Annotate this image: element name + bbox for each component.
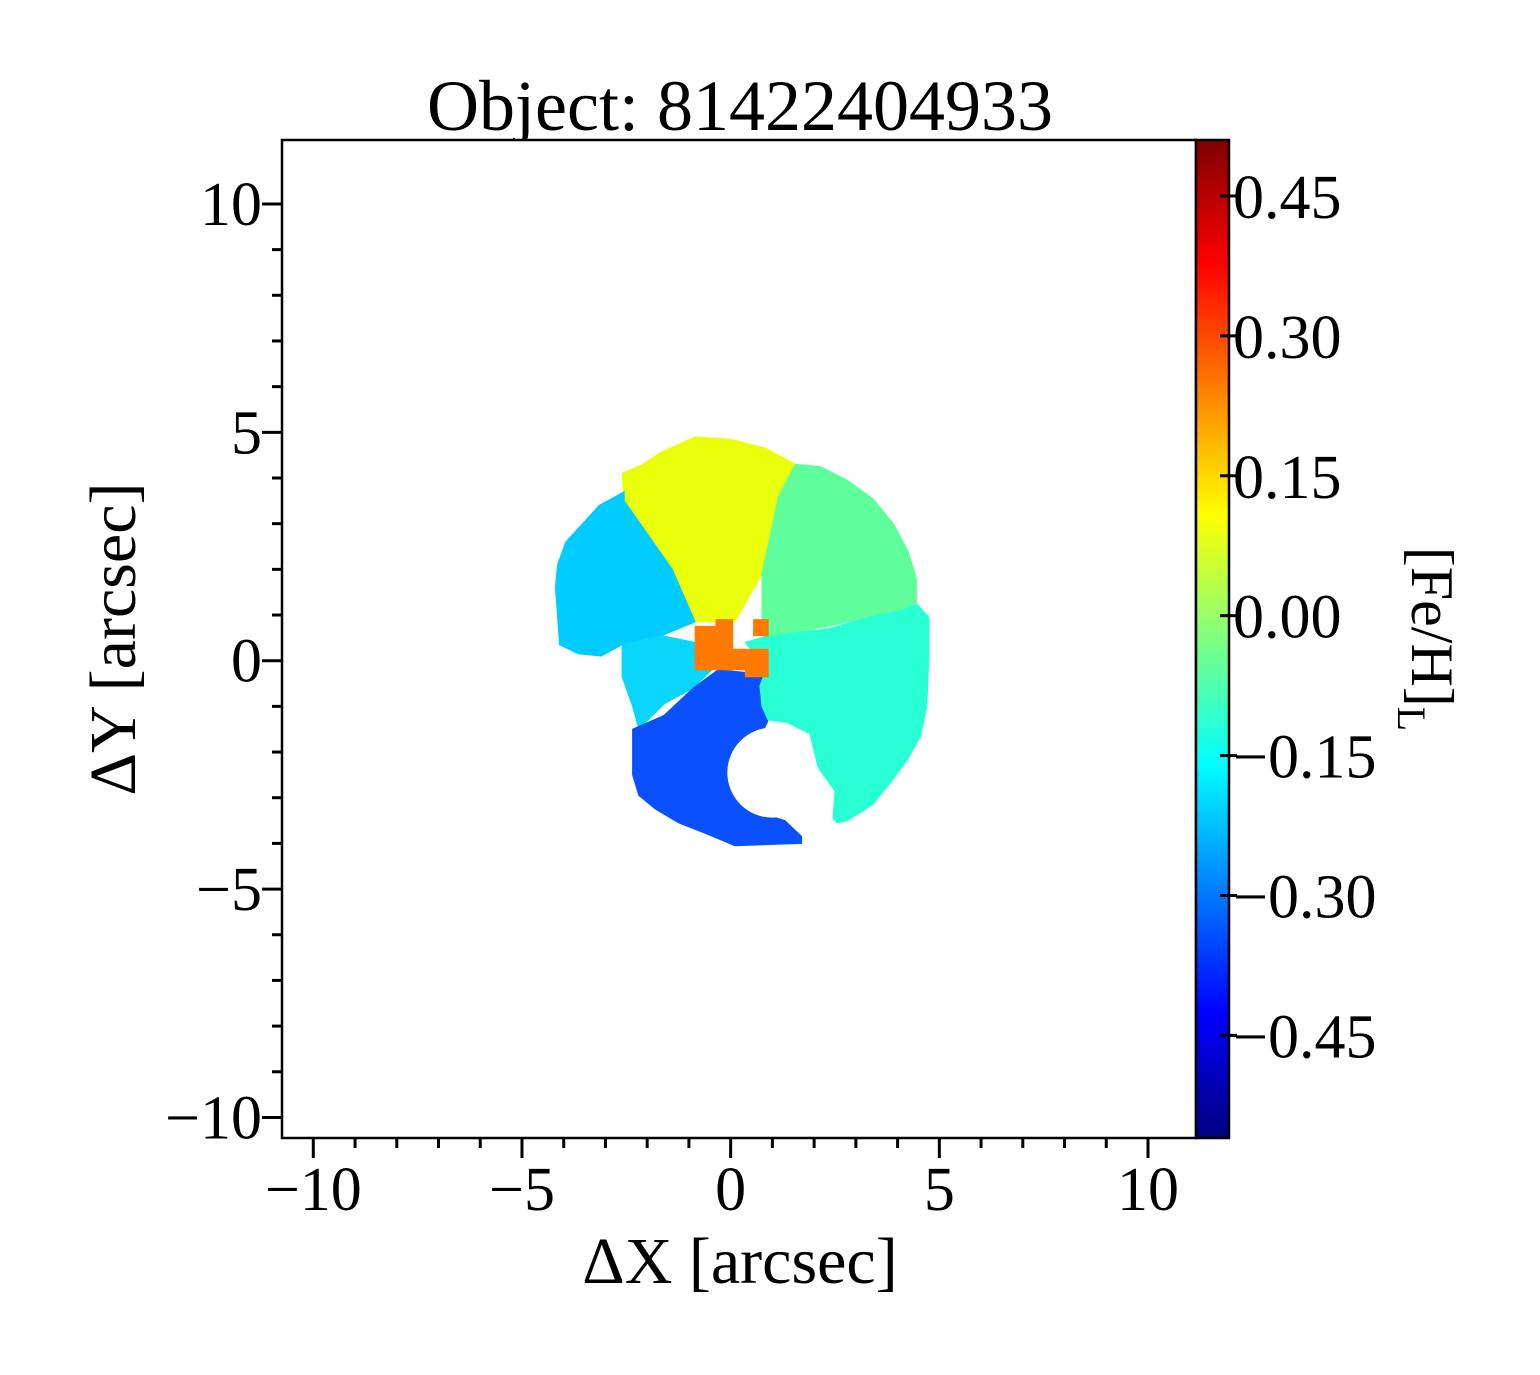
x-tick-label: −5 [489,1156,555,1224]
bin-center-east [753,619,769,637]
bin-center [694,619,769,678]
colorbar-tick-label: 0.30 [1233,304,1342,372]
y-tick-label: −5 [196,856,262,924]
colorbar-tick-label: −0.45 [1233,1003,1376,1071]
bin-south-west [621,635,713,731]
axes: −10 −5 0 5 10 −10 −5 0 5 10 [165,171,1179,1224]
colorbar-label-main: [Fe/H] [1399,547,1465,707]
bin-south-east [744,603,930,824]
y-tick-label: 10 [200,171,262,239]
colorbar-tick-label: −0.15 [1233,724,1376,792]
x-tick-label: 0 [715,1156,746,1224]
bin-west [554,490,696,657]
y-tick-label: 5 [231,399,262,467]
colorbar-tick-label: 0.15 [1233,444,1342,512]
colorbar-label: [Fe/H]L [1389,547,1465,731]
y-axis-label: ΔY [arcsec] [77,483,150,796]
colorbar-tick-label: −0.30 [1233,863,1376,931]
colorbar-ticks: 0.45 0.30 0.15 0.00 −0.15 −0.30 −0.45 [1220,164,1376,1071]
chart-title: Object: 81422404933 [427,66,1053,146]
plot-area [282,140,1196,1138]
y-tick-label: 0 [231,628,262,696]
y-tick-label: −10 [165,1084,262,1152]
x-tick-label: 5 [924,1156,955,1224]
data-bins [554,436,930,847]
bin-north-east [761,463,917,637]
colorbar-label-subscript: L [1389,707,1434,731]
colorbar [1194,138,1231,1140]
x-tick-label: −10 [265,1156,362,1224]
colorbar-tick-label: 0.45 [1233,164,1342,232]
masked-region [727,727,818,818]
x-tick-label: 10 [1117,1156,1179,1224]
x-axis-label: ΔX [arcsec] [582,1225,897,1298]
colorbar-tick-label: 0.00 [1233,584,1342,652]
